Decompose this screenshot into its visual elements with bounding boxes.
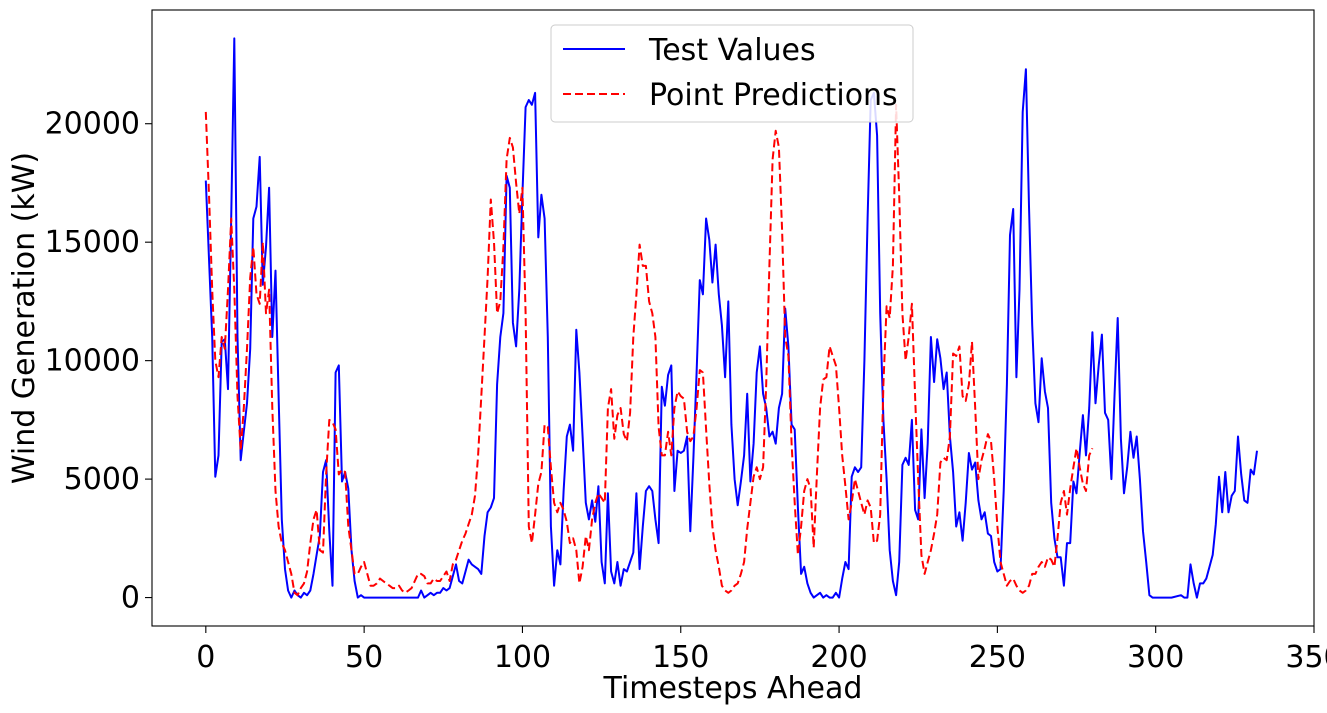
x-tick-label: 300 [1127, 640, 1184, 675]
x-axis: 0 50 100 150 200 250 300 350 [196, 626, 1327, 675]
plot-frame [151, 9, 1315, 627]
x-tick-label: 200 [810, 640, 867, 675]
legend-frame [550, 24, 914, 123]
y-axis-label: Wind Generation (kW) [7, 152, 42, 484]
y-tick-label: 20000 [45, 107, 140, 142]
x-tick-label: 150 [652, 640, 709, 675]
legend: Test Values Point Predictions [550, 24, 914, 123]
legend-label-test-values: Test Values [648, 33, 816, 68]
x-axis-label: Timesteps Ahead [603, 671, 863, 706]
series-line-point-predictions [204, 103, 1094, 597]
legend-label-point-predictions: Point Predictions [649, 78, 898, 113]
y-tick-label: 15000 [45, 225, 140, 260]
y-tick-label: 10000 [45, 344, 140, 379]
x-tick-label: 350 [1285, 640, 1327, 675]
series-layer [204, 37, 1258, 599]
x-tick-label: 100 [494, 640, 551, 675]
y-tick-label: 0 [121, 581, 140, 616]
series-line-test-values [204, 37, 1258, 599]
y-tick-label: 5000 [64, 462, 140, 497]
x-tick-label: 0 [196, 640, 215, 675]
x-tick-label: 50 [345, 640, 383, 675]
x-tick-label: 250 [969, 640, 1026, 675]
y-axis: 0 5000 10000 15000 20000 [45, 107, 152, 616]
